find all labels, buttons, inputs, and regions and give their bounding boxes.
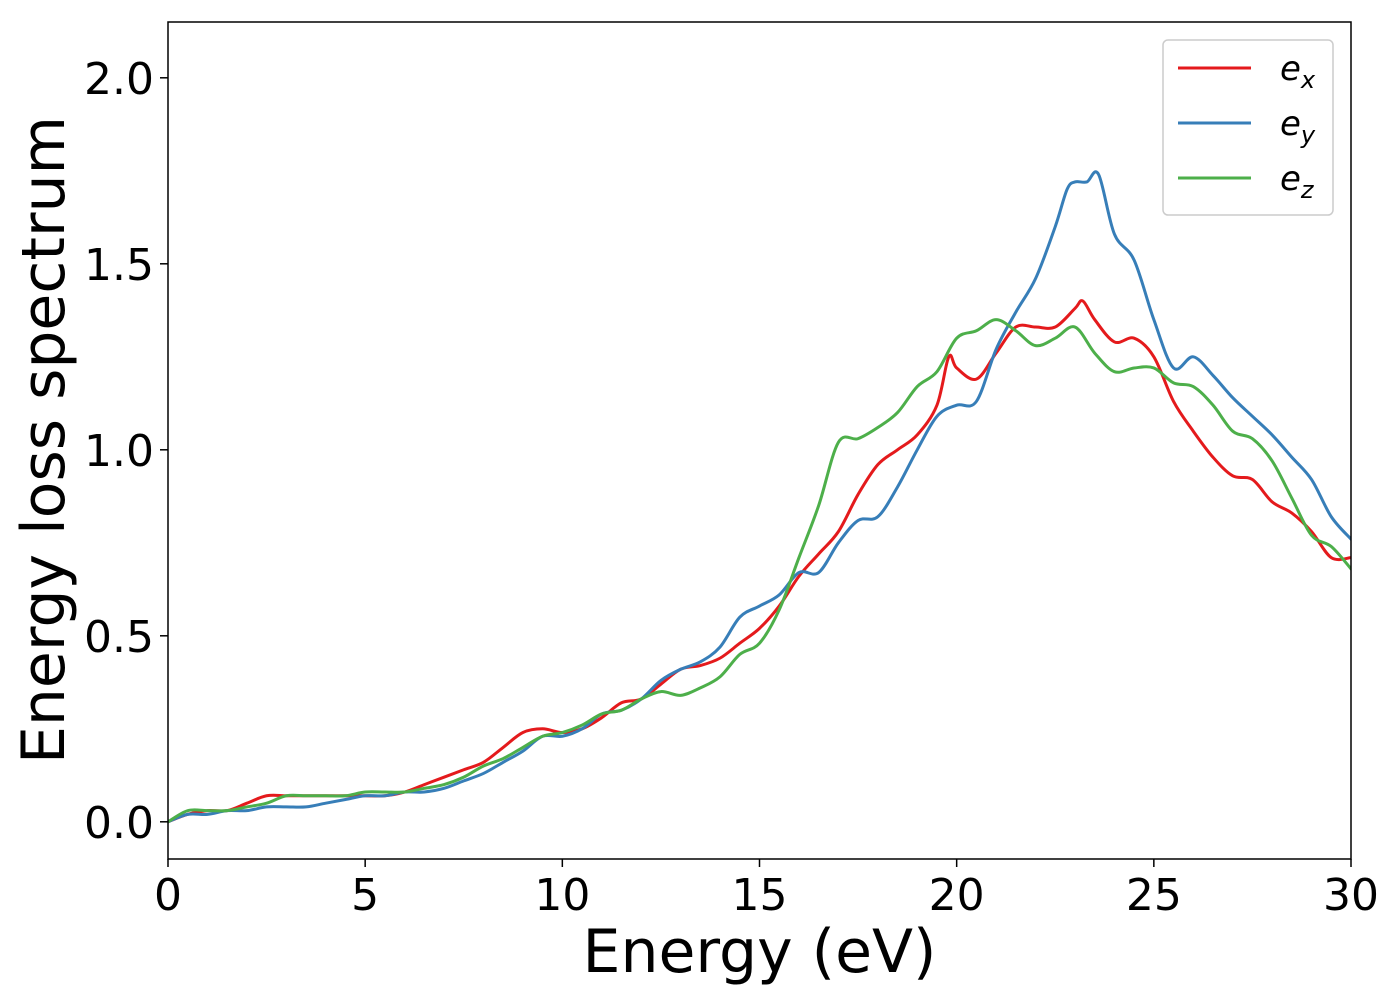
legend-label-ey: ey	[1280, 104, 1316, 149]
y-axis-label: Energy loss spectrum	[9, 116, 79, 764]
y-tick-label: 2.0	[84, 54, 154, 105]
y-tick-label: 0.0	[84, 798, 154, 849]
x-tick-label: 10	[534, 870, 590, 921]
y-tick-label: 1.0	[84, 426, 154, 477]
x-ticks: 0 5 10 15 20 25 30	[154, 859, 1379, 921]
y-tick-label: 0.5	[84, 612, 154, 663]
legend-box	[1162, 39, 1334, 216]
lines-layer	[168, 170, 1351, 824]
x-tick-label: 15	[732, 870, 788, 921]
y-ticks: 0.0 0.5 1.0 1.5 2.0	[84, 54, 168, 849]
plot-area	[168, 22, 1351, 859]
x-tick-label: 0	[154, 870, 182, 921]
y-tick-label: 1.5	[84, 240, 154, 291]
legend: ex ey ez	[1162, 39, 1334, 216]
x-axis-label: Energy (eV)	[583, 917, 937, 987]
x-tick-label: 20	[929, 870, 985, 921]
series-line-ez	[168, 318, 1351, 824]
x-tick-label: 5	[351, 870, 379, 921]
x-tick-label: 30	[1323, 870, 1379, 921]
x-tick-label: 25	[1126, 870, 1182, 921]
legend-label-ex: ex	[1280, 49, 1316, 94]
legend-label-ez: ez	[1280, 159, 1315, 204]
series-line-ey	[168, 170, 1351, 824]
